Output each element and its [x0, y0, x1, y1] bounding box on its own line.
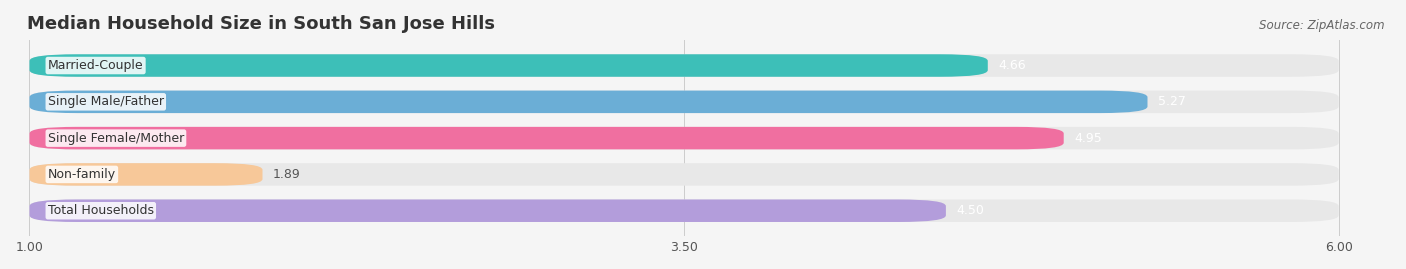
- Text: Married-Couple: Married-Couple: [48, 59, 143, 72]
- Text: Non-family: Non-family: [48, 168, 115, 181]
- Text: 5.27: 5.27: [1159, 95, 1185, 108]
- Text: 4.95: 4.95: [1074, 132, 1102, 145]
- Text: 1.89: 1.89: [273, 168, 301, 181]
- FancyBboxPatch shape: [30, 200, 946, 222]
- Text: 4.50: 4.50: [956, 204, 984, 217]
- Text: Total Households: Total Households: [48, 204, 153, 217]
- Text: Single Male/Father: Single Male/Father: [48, 95, 163, 108]
- Text: Single Female/Mother: Single Female/Mother: [48, 132, 184, 145]
- Text: 4.66: 4.66: [998, 59, 1026, 72]
- FancyBboxPatch shape: [30, 127, 1064, 149]
- Text: Source: ZipAtlas.com: Source: ZipAtlas.com: [1260, 19, 1385, 32]
- FancyBboxPatch shape: [30, 54, 1339, 77]
- FancyBboxPatch shape: [30, 91, 1339, 113]
- FancyBboxPatch shape: [30, 91, 1147, 113]
- FancyBboxPatch shape: [30, 54, 988, 77]
- FancyBboxPatch shape: [30, 127, 1339, 149]
- FancyBboxPatch shape: [30, 200, 1339, 222]
- Text: Median Household Size in South San Jose Hills: Median Household Size in South San Jose …: [27, 15, 495, 33]
- FancyBboxPatch shape: [30, 163, 263, 186]
- FancyBboxPatch shape: [30, 163, 1339, 186]
